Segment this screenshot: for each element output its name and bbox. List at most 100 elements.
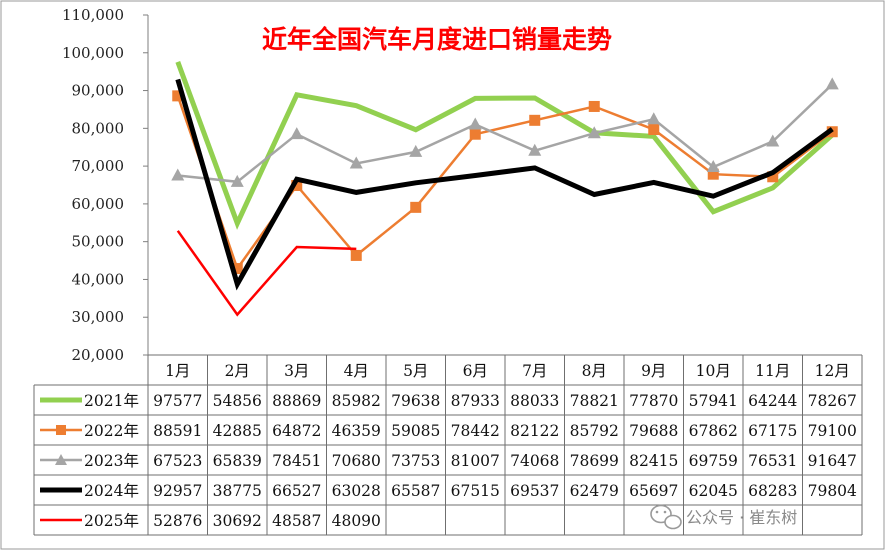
data-table-value: 85792 bbox=[570, 422, 619, 440]
series-line bbox=[175, 61, 834, 230]
data-table-value: 69537 bbox=[510, 482, 559, 500]
data-table-value: 68283 bbox=[748, 482, 797, 500]
data-point bbox=[647, 112, 661, 125]
y-tick-label: 80,000 bbox=[72, 119, 125, 137]
data-table-value: 76531 bbox=[748, 452, 797, 470]
series-line bbox=[177, 83, 834, 184]
data-table-value: 78442 bbox=[451, 422, 500, 440]
data-table-value: 59085 bbox=[391, 422, 440, 440]
data-table-value: 78821 bbox=[570, 392, 619, 410]
y-tick-label: 20,000 bbox=[72, 346, 125, 364]
data-table-value: 70680 bbox=[332, 452, 381, 470]
data-table-value: 79804 bbox=[808, 482, 857, 500]
x-tick-label: 7月 bbox=[522, 362, 547, 380]
data-table-value: 73753 bbox=[391, 452, 440, 470]
data-point bbox=[409, 144, 423, 157]
data-point bbox=[349, 156, 363, 169]
x-tick-label: 2月 bbox=[225, 362, 250, 380]
data-table-value: 65697 bbox=[629, 482, 678, 500]
data-table-value: 91647 bbox=[808, 452, 857, 470]
data-table-value: 67523 bbox=[153, 452, 202, 470]
data-table-value: 78267 bbox=[808, 392, 857, 410]
legend-label: 2025年 bbox=[84, 512, 139, 530]
data-table-value: 74068 bbox=[510, 452, 559, 470]
data-point bbox=[350, 249, 362, 261]
data-table-value: 54856 bbox=[213, 392, 262, 410]
data-point bbox=[171, 168, 185, 181]
y-tick-label: 40,000 bbox=[72, 270, 125, 288]
data-point bbox=[648, 124, 660, 136]
legend-label: 2021年 bbox=[84, 392, 139, 410]
data-point bbox=[588, 100, 600, 112]
x-tick-label: 3月 bbox=[284, 362, 309, 380]
data-table-value: 79638 bbox=[391, 392, 440, 410]
x-tick-label: 12月 bbox=[815, 362, 850, 380]
data-table-value: 62479 bbox=[570, 482, 619, 500]
data-table-value: 67862 bbox=[689, 422, 738, 440]
data-table-value: 63028 bbox=[332, 482, 381, 500]
data-table-value: 92957 bbox=[153, 482, 202, 500]
data-table-value: 42885 bbox=[213, 422, 262, 440]
legend-label: 2024年 bbox=[84, 482, 139, 500]
data-table-value: 64244 bbox=[748, 392, 797, 410]
data-table-value: 88591 bbox=[153, 422, 202, 440]
legend-key-marker bbox=[55, 454, 67, 465]
x-tick-label: 6月 bbox=[463, 362, 488, 380]
data-table-value: 82122 bbox=[510, 422, 559, 440]
axes: 20,000 30,000 40,000 50,000 60,000 70,000 80,0… bbox=[62, 6, 149, 364]
data-table-value: 48090 bbox=[332, 512, 381, 530]
data-table-value: 78699 bbox=[570, 452, 619, 470]
data-point bbox=[766, 134, 780, 147]
y-tick-label: 50,000 bbox=[72, 233, 125, 251]
data-point bbox=[706, 160, 720, 173]
data-table-value: 65839 bbox=[213, 452, 262, 470]
x-tick-label: 8月 bbox=[582, 362, 607, 380]
data-table-value: 77870 bbox=[629, 392, 678, 410]
data-point bbox=[291, 179, 303, 191]
series-line bbox=[176, 230, 357, 317]
data-point bbox=[529, 114, 541, 126]
data-table-value: 87933 bbox=[451, 392, 500, 410]
data-table-value: 78451 bbox=[272, 452, 321, 470]
data-point bbox=[410, 201, 422, 213]
data-table-value: 52876 bbox=[153, 512, 202, 530]
data-point bbox=[767, 171, 779, 183]
watermark-text: 公众号 · 崔东树 bbox=[686, 508, 797, 527]
data-table-value: 65587 bbox=[391, 482, 440, 500]
data-table-value: 79100 bbox=[808, 422, 857, 440]
watermark: 公众号 · 崔东树 bbox=[650, 504, 797, 530]
data-table-value: 46359 bbox=[332, 422, 381, 440]
data-table-value: 81007 bbox=[451, 452, 500, 470]
y-tick-label: 30,000 bbox=[72, 308, 125, 326]
x-tick-label: 11月 bbox=[755, 362, 790, 380]
chart-title: 近年全国汽车月度进口销量走势 bbox=[262, 25, 612, 54]
data-table: 1月 2月 3月 4月 5月 6月 7月 8月 9月 10月 11月 12月 2021年 97577 548… bbox=[33, 354, 863, 536]
data-table-value: 88033 bbox=[510, 392, 559, 410]
y-tick-label: 90,000 bbox=[72, 82, 125, 100]
data-point bbox=[825, 77, 839, 90]
data-table-value: 66527 bbox=[272, 482, 321, 500]
data-table-value: 97577 bbox=[153, 392, 202, 410]
data-table-value: 57941 bbox=[689, 392, 738, 410]
data-point bbox=[468, 117, 482, 130]
data-table-value: 79688 bbox=[629, 422, 678, 440]
data-table-value: 30692 bbox=[213, 512, 262, 530]
legend-label: 2022年 bbox=[84, 422, 139, 440]
data-table-value: 38775 bbox=[213, 482, 262, 500]
y-tick-label: 60,000 bbox=[72, 195, 125, 213]
legend-key-marker bbox=[56, 425, 66, 435]
y-tick-label: 100,000 bbox=[62, 44, 124, 62]
data-table-value: 88869 bbox=[272, 392, 321, 410]
data-point bbox=[231, 263, 243, 275]
wechat-icon bbox=[650, 504, 682, 530]
data-table-value: 67515 bbox=[451, 482, 500, 500]
data-table-value: 69759 bbox=[689, 452, 738, 470]
data-table-value: 48587 bbox=[272, 512, 321, 530]
x-tick-label: 10月 bbox=[696, 362, 731, 380]
data-table-value: 67175 bbox=[748, 422, 797, 440]
x-tick-label: 4月 bbox=[344, 362, 369, 380]
data-point bbox=[172, 90, 184, 102]
x-tick-label: 1月 bbox=[165, 362, 190, 380]
